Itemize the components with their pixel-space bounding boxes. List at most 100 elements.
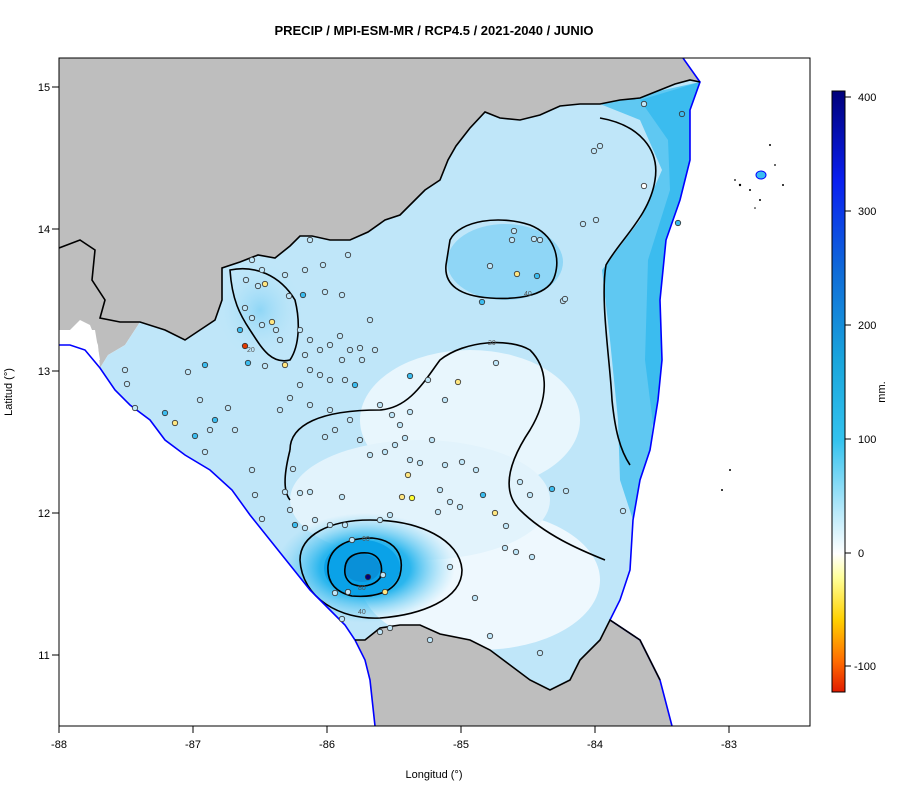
contour-label: 80	[358, 585, 366, 592]
station-point	[491, 509, 499, 517]
station-point	[344, 588, 352, 596]
costa-rica-border	[355, 618, 661, 691]
station-point	[516, 478, 524, 486]
station-point	[454, 378, 462, 386]
station-point	[326, 406, 334, 414]
station-point	[424, 376, 432, 384]
station-point	[640, 100, 648, 108]
station-point	[276, 336, 284, 344]
station-point	[344, 251, 352, 259]
station-point	[291, 521, 299, 529]
pacific-coastline	[59, 344, 376, 726]
colorbar-tick: 400	[858, 92, 876, 104]
station-point	[319, 261, 327, 269]
station-point	[311, 516, 319, 524]
station-point	[348, 536, 356, 544]
colorbar-label: mm.	[876, 381, 888, 402]
station-point	[486, 262, 494, 270]
station-point	[426, 636, 434, 644]
station-point	[326, 376, 334, 384]
colorbar-tick: 0	[858, 548, 864, 560]
island-blue	[755, 170, 767, 180]
x-tick-label: -84	[587, 739, 603, 751]
station-point	[406, 372, 414, 380]
x-tick-label: -86	[319, 739, 335, 751]
station-point	[301, 266, 309, 274]
plot-frame	[58, 57, 811, 727]
x-tick-label: -83	[721, 739, 737, 751]
station-point	[536, 236, 544, 244]
station-point	[446, 563, 454, 571]
contour-label: 40	[358, 609, 366, 616]
station-point	[171, 419, 179, 427]
chart-title: PRECIP / MPI-ESM-MR / RCP4.5 / 2021-2040…	[274, 23, 593, 38]
station-point	[376, 401, 384, 409]
station-point	[366, 316, 374, 324]
contour-east	[599, 117, 657, 466]
y-tick-label: 13	[38, 366, 50, 378]
station-point	[441, 461, 449, 469]
station-point	[371, 346, 379, 354]
station-point	[479, 491, 487, 499]
station-point	[561, 295, 569, 303]
contour-west-tail	[284, 449, 291, 501]
station-point	[338, 356, 346, 364]
station-point	[513, 270, 521, 278]
station-point	[391, 441, 399, 449]
station-point	[406, 408, 414, 416]
colorbar-tick: 200	[858, 320, 876, 332]
station-point	[326, 341, 334, 349]
contour-label: 40	[524, 291, 532, 298]
station-point	[254, 282, 262, 290]
station-point	[281, 271, 289, 279]
station-point	[326, 521, 334, 529]
station-point	[331, 426, 339, 434]
station-point	[492, 359, 500, 367]
station-point	[408, 494, 416, 502]
station-point	[472, 466, 480, 474]
station-point	[121, 366, 129, 374]
contour-label: 60	[362, 536, 370, 543]
y-tick-label: 15	[38, 82, 50, 94]
station-point	[386, 624, 394, 632]
station-point	[379, 571, 387, 579]
station-point	[596, 142, 604, 150]
station-point	[211, 416, 219, 424]
station-point	[296, 381, 304, 389]
station-point	[241, 342, 249, 350]
pacific-ocean	[59, 320, 375, 726]
station-point	[562, 487, 570, 495]
station-point	[306, 236, 314, 244]
station-point	[248, 466, 256, 474]
contour-central-20	[289, 341, 606, 561]
station-point	[206, 426, 214, 434]
station-point	[316, 346, 324, 354]
colorbar: 400 300 200 100 0 -100 mm.	[831, 90, 888, 693]
station-point	[272, 326, 280, 334]
contour-label: 20	[488, 340, 496, 347]
caribbean-sea	[610, 58, 810, 726]
station-point	[161, 409, 169, 417]
plot-area: 40 20 20 60 40 80	[59, 58, 810, 726]
station-point	[406, 456, 414, 464]
station-point	[381, 448, 389, 456]
station-point	[388, 411, 396, 419]
station-point	[530, 235, 538, 243]
station-point	[640, 182, 648, 190]
station-point	[338, 291, 346, 299]
y-tick-label: 11	[38, 650, 49, 662]
station-point	[356, 436, 364, 444]
station-point	[301, 524, 309, 532]
station-point	[341, 376, 349, 384]
station-point	[261, 280, 269, 288]
station-point	[366, 451, 374, 459]
station-point	[436, 486, 444, 494]
station-point	[536, 649, 544, 657]
station-point	[471, 594, 479, 602]
station-point	[590, 147, 598, 155]
station-point	[289, 465, 297, 473]
x-tick-label: -88	[51, 739, 67, 751]
station-point	[296, 489, 304, 497]
station-point	[131, 404, 139, 412]
